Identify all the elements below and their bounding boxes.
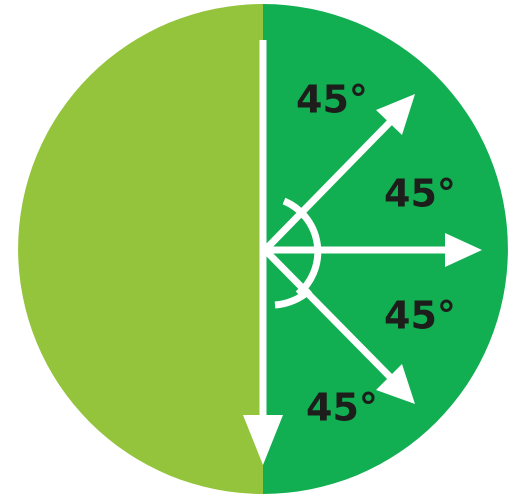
arrow-head [376,364,415,404]
angle-arc [282,197,322,297]
angle-label: 45° [384,172,456,216]
arrow-head [376,94,415,135]
arrow-heads [243,94,482,465]
down-right-arrow-shaft [262,247,398,385]
left-half [18,4,264,494]
angle-label: 45° [296,78,368,122]
arrow-head [445,233,482,267]
angle-label: 45° [306,386,378,430]
arrow-head [243,415,283,465]
up-right-arrow-shaft [262,114,398,253]
angle-label: 45° [384,294,456,338]
arrows [259,40,450,420]
angle-arc-small [274,287,313,309]
